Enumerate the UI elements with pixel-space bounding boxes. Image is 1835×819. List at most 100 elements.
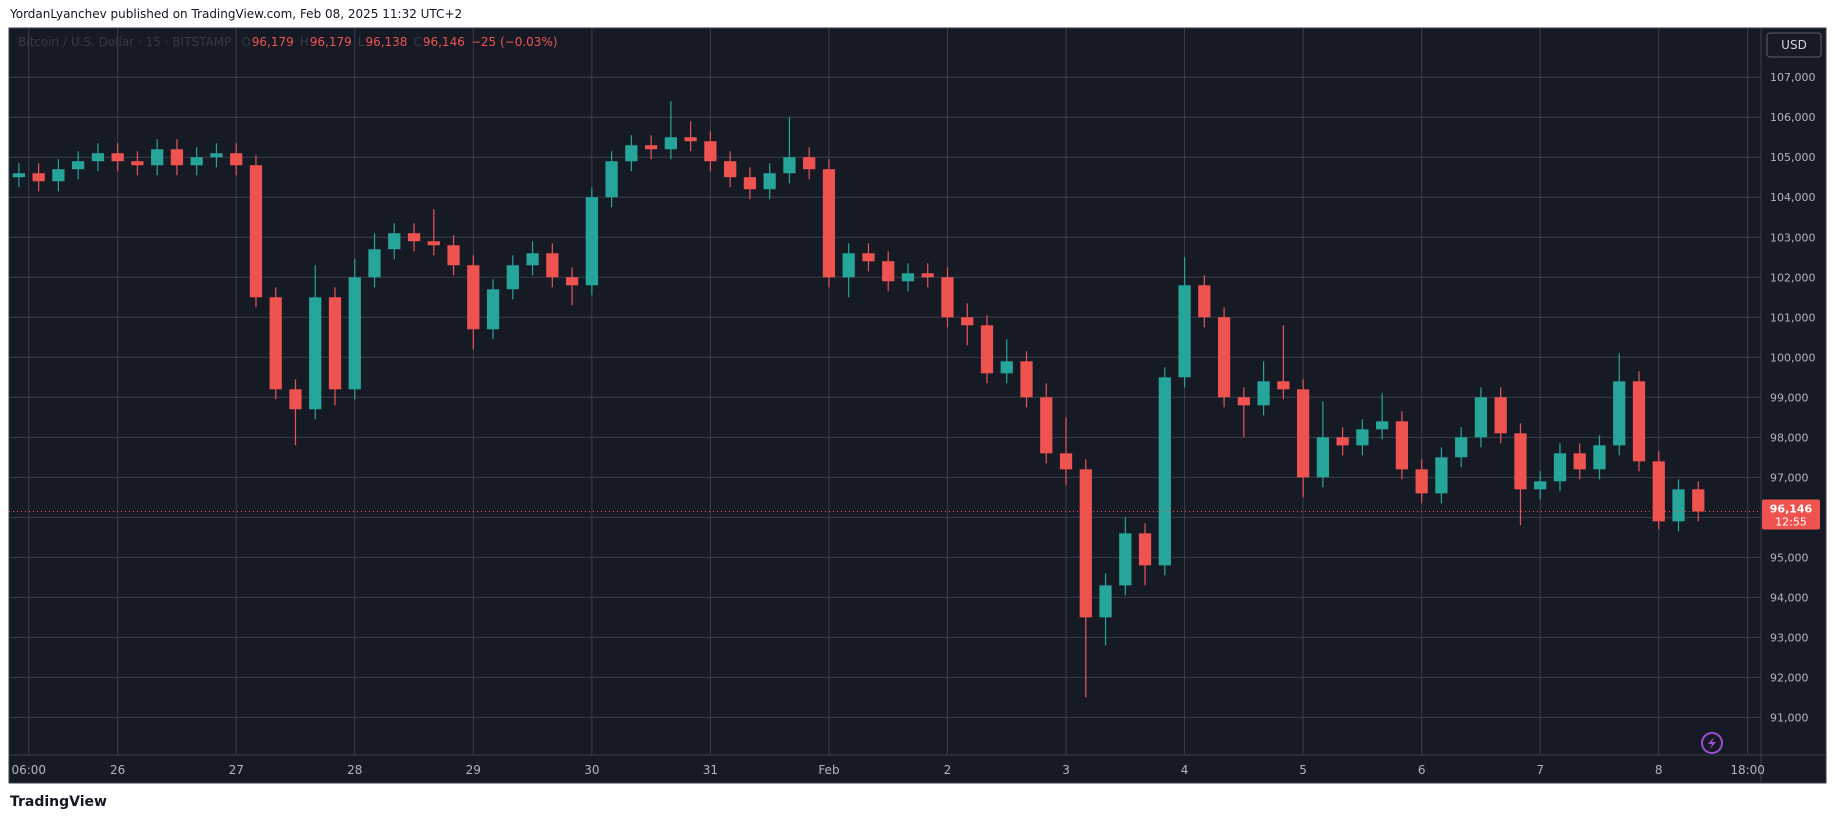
candle-body [980,325,994,374]
x-tick-label: 28 [347,763,362,777]
y-tick-label: 102,000 [1770,271,1816,284]
candle-body [427,241,440,246]
x-tick-label: 2 [944,763,952,777]
x-tick-label: 26 [110,763,125,777]
candle-body [190,157,203,166]
ohlc-legend: O 96,179 H 96,179 L 96,138 C 96,146 −25 (−0.03%) [241,35,557,49]
candle-body [210,153,223,158]
candle-body [743,177,757,190]
x-tick-label: 7 [1536,763,1544,777]
candle-body [52,169,65,182]
y-tick-label: 93,000 [1770,631,1809,644]
candle-body [131,161,144,166]
legend-value: 96,146 [423,35,465,49]
candle-body [506,265,519,290]
candle-body [1692,489,1705,512]
chart-frame [8,27,1827,784]
y-tick-label: 105,000 [1770,151,1816,164]
x-tick-label: 3 [1062,763,1070,777]
legend-value: 96,138 [365,35,407,49]
x-tick-label: 29 [466,763,481,777]
candle-body [822,169,836,278]
candle-body [1593,445,1606,470]
y-tick-label: 98,000 [1770,431,1809,444]
candle-body [1652,461,1665,522]
candle-body [1000,361,1013,374]
price-label-box [1762,499,1820,530]
y-tick-label: 95,000 [1770,551,1809,564]
candle-body [1613,381,1626,446]
candle-body [625,145,638,162]
y-tick-label: 91,000 [1770,711,1809,724]
candle-body [1672,489,1685,522]
x-tick-label: 30 [584,763,599,777]
candle-body [1514,433,1527,490]
candle-body [1099,585,1112,618]
candle-body [585,197,598,286]
candle-body [72,161,85,170]
candle-body [783,157,796,174]
candle-body [1316,437,1330,478]
candle-body [111,153,124,162]
candle-body [447,245,460,266]
candle-body [664,137,678,150]
legend-value: 96,179 [252,35,294,49]
y-tick-label: 107,000 [1770,71,1816,84]
candle-body [230,153,243,166]
x-tick-label: 18:00 [1730,763,1765,777]
currency-button[interactable] [1766,32,1822,58]
candle-body [1119,533,1132,586]
x-tick-label: 5 [1299,763,1307,777]
legend-key: H [300,35,309,49]
candle-body [1040,397,1053,454]
candle-body [862,253,875,262]
candle-body [842,253,855,278]
candle-body [1178,285,1191,378]
y-tick-label: 100,000 [1770,351,1816,364]
candle-body [704,141,717,162]
legend-value: −25 (−0.03%) [471,35,558,49]
candle-body [289,389,302,410]
candle-body [546,253,559,278]
candle-body [309,297,322,410]
y-tick-label: 97,000 [1770,471,1809,484]
candle-body [328,297,342,390]
x-tick-label: 06:00 [11,763,46,777]
y-tick-label: 104,000 [1770,191,1816,204]
candle-body [467,265,480,330]
y-tick-label: 101,000 [1770,311,1816,324]
candle-body [388,233,401,250]
candle-body [1573,453,1586,470]
candle-body [921,273,934,278]
candle-body [803,157,816,170]
y-tick-label: 94,000 [1770,591,1809,604]
candle-body [941,277,954,318]
logo-icon[interactable] [1701,732,1723,754]
candle-body [684,137,697,142]
currency-label[interactable]: USD [1781,38,1807,52]
y-tick-label: 92,000 [1770,671,1809,684]
candle-body [1020,361,1033,398]
candle-body [368,249,381,278]
footer-brand: TradingView [10,794,107,810]
y-tick-label: 106,000 [1770,111,1816,124]
candle-body [1455,437,1468,458]
candle-body [1198,285,1211,318]
y-tick-label: 103,000 [1770,231,1816,244]
x-tick-label: Feb [818,763,839,777]
candle-body [151,149,164,166]
legend-key: O [241,35,250,49]
candle-body [486,289,500,330]
candle-body [1277,381,1290,390]
candle-body [32,173,45,182]
candle-body [249,165,263,298]
candle-body [565,277,579,286]
candle-body [1435,457,1448,494]
legend-key: L [358,35,365,49]
legend-value: 96,179 [310,35,352,49]
candle-body [1257,381,1270,406]
x-tick-label: 31 [703,763,718,777]
candle-body [1237,397,1250,406]
